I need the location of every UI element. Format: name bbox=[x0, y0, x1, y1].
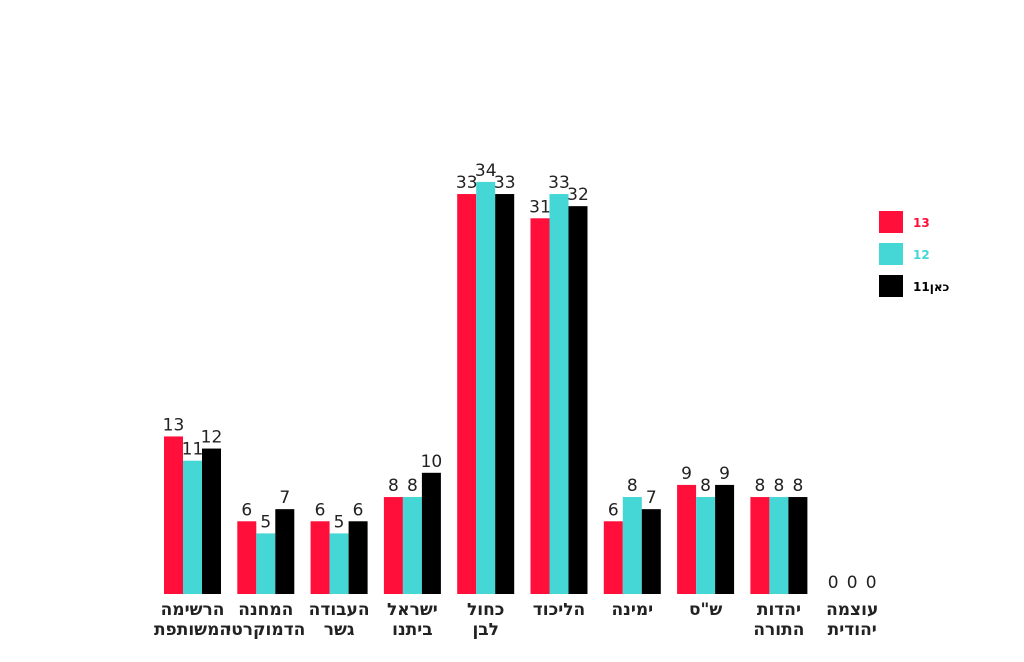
category-label-4-line-2: ביתנו bbox=[392, 620, 433, 640]
value-label-8-series-3: 9 bbox=[719, 464, 730, 484]
category-label-7-line-1: ימינה bbox=[611, 600, 653, 620]
bar-1-series-3 bbox=[202, 448, 221, 594]
value-label-2-series-3: 7 bbox=[279, 488, 290, 508]
bar-2-series-1 bbox=[237, 521, 257, 594]
value-label-5-series-1: 33 bbox=[456, 173, 478, 193]
bar-4-series-2 bbox=[402, 497, 422, 594]
value-label-3-series-2: 5 bbox=[334, 512, 345, 532]
value-label-8-series-1: 9 bbox=[681, 464, 692, 484]
bar-8-series-3 bbox=[715, 484, 735, 594]
value-label-8-series-2: 8 bbox=[700, 476, 711, 496]
legend-label-3: כאן11 bbox=[913, 280, 950, 294]
category-label-6-line-1: הליכוד bbox=[533, 600, 585, 620]
value-label-3-series-3: 6 bbox=[353, 500, 364, 520]
bar-4-series-3 bbox=[421, 472, 441, 594]
bar-9-series-2 bbox=[769, 497, 789, 594]
bar-6-series-2 bbox=[549, 194, 569, 595]
category-label-1-line-2: המשותפת bbox=[154, 620, 231, 640]
value-label-6-series-1: 31 bbox=[529, 197, 551, 217]
category-label-2-line-1: המחנה bbox=[238, 600, 293, 620]
value-label-6-series-2: 33 bbox=[548, 173, 570, 193]
value-label-6-series-3: 32 bbox=[567, 185, 589, 205]
value-label-1-series-2: 11 bbox=[182, 440, 204, 460]
value-label-7-series-2: 8 bbox=[627, 476, 638, 496]
value-label-2-series-1: 6 bbox=[241, 500, 252, 520]
bar-7-series-1 bbox=[603, 521, 623, 594]
value-label-10-series-1: 0 bbox=[828, 573, 839, 593]
value-label-5-series-3: 33 bbox=[494, 173, 516, 193]
category-label-2-line-2: הדמוקרטי bbox=[226, 620, 305, 640]
legend-label-2: 12 bbox=[913, 248, 930, 262]
bar-8-series-2 bbox=[696, 497, 716, 594]
value-label-10-series-3: 0 bbox=[866, 573, 877, 593]
value-label-10-series-2: 0 bbox=[847, 573, 858, 593]
value-label-9-series-1: 8 bbox=[754, 476, 765, 496]
value-label-2-series-2: 5 bbox=[260, 512, 271, 532]
bars-layer bbox=[164, 181, 808, 595]
value-label-4-series-2: 8 bbox=[407, 476, 418, 496]
bar-8-series-1 bbox=[677, 484, 697, 594]
bar-5-series-1 bbox=[457, 194, 477, 595]
bar-6-series-3 bbox=[568, 206, 588, 594]
value-label-4-series-1: 8 bbox=[388, 476, 399, 496]
bar-5-series-3 bbox=[495, 194, 515, 595]
bar-5-series-2 bbox=[476, 181, 496, 595]
category-label-10-line-1: עוצמה bbox=[826, 600, 878, 620]
bar-7-series-2 bbox=[622, 497, 642, 594]
bar-2-series-3 bbox=[275, 509, 295, 594]
value-label-7-series-1: 6 bbox=[608, 500, 619, 520]
category-label-3-line-2: גשר bbox=[324, 620, 355, 640]
bar-4-series-1 bbox=[383, 497, 403, 594]
bar-3-series-2 bbox=[329, 533, 349, 594]
category-label-3-line-1: העבודה bbox=[309, 600, 370, 620]
legend-label-1: 13 bbox=[913, 216, 930, 230]
legend-swatch-3 bbox=[879, 275, 903, 297]
category-label-4-line-1: ישראל bbox=[387, 600, 438, 620]
category-label-9-line-2: התורה bbox=[753, 620, 804, 640]
value-label-3-series-1: 6 bbox=[315, 500, 326, 520]
category-label-1-line-1: הרשימה bbox=[161, 600, 225, 620]
value-label-7-series-3: 7 bbox=[646, 488, 657, 508]
bar-2-series-2 bbox=[256, 533, 276, 594]
legend: 13 12 כאן11 bbox=[879, 211, 950, 297]
category-label-5-line-2: לבן bbox=[472, 620, 499, 640]
category-label-5-line-1: כחול bbox=[467, 600, 504, 620]
bar-3-series-3 bbox=[348, 521, 368, 594]
bar-3-series-1 bbox=[310, 521, 330, 594]
value-label-4-series-3: 10 bbox=[421, 452, 443, 472]
value-label-9-series-2: 8 bbox=[773, 476, 784, 496]
bar-9-series-3 bbox=[788, 497, 808, 594]
category-label-8-line-1: ש"ס bbox=[689, 600, 722, 620]
value-label-1-series-3: 12 bbox=[201, 428, 223, 448]
bar-1-series-2 bbox=[183, 460, 202, 594]
value-label-9-series-3: 8 bbox=[792, 476, 803, 496]
category-label-9-line-1: יהדות bbox=[757, 600, 801, 620]
bar-6-series-1 bbox=[530, 218, 550, 594]
bar-9-series-1 bbox=[750, 497, 770, 594]
category-label-10-line-2: יהודית bbox=[828, 620, 877, 640]
value-label-5-series-2: 34 bbox=[475, 161, 497, 181]
value-label-1-series-1: 13 bbox=[163, 415, 185, 435]
bar-7-series-3 bbox=[641, 509, 661, 594]
legend-swatch-1 bbox=[879, 211, 903, 233]
legend-swatch-2 bbox=[879, 243, 903, 265]
bar-1-series-1 bbox=[164, 436, 183, 594]
